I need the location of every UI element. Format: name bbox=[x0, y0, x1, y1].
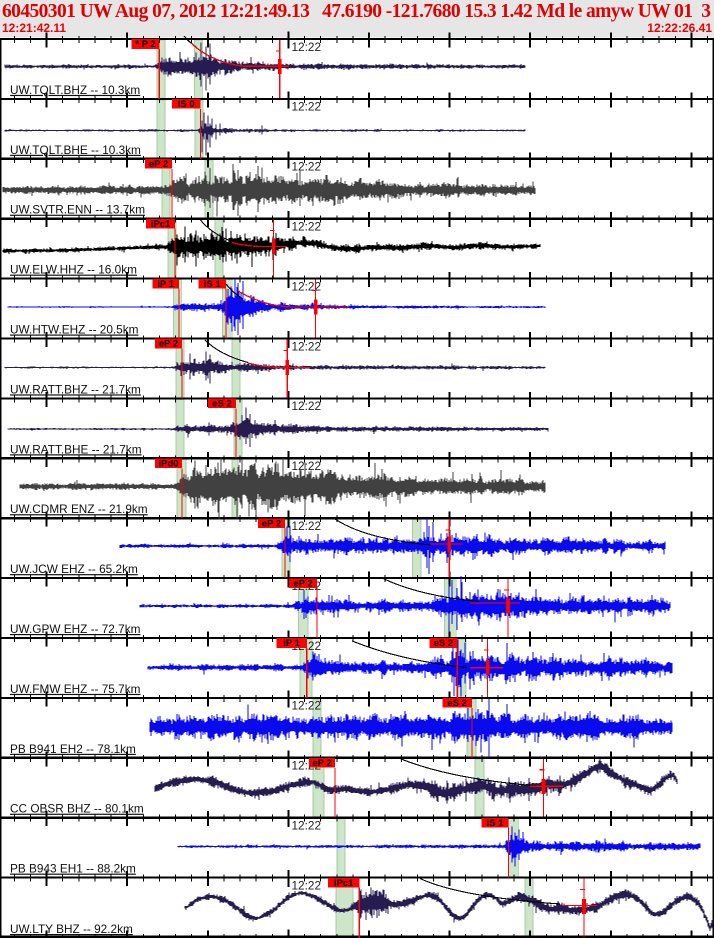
svg-text:* P 2: * P 2 bbox=[135, 39, 155, 50]
svg-text:12:22: 12:22 bbox=[292, 459, 322, 473]
svg-text:12:22: 12:22 bbox=[292, 100, 322, 114]
svg-text:UW.FMW EHZ -- 75.7km: UW.FMW EHZ -- 75.7km bbox=[10, 682, 141, 696]
svg-text:eP 2: eP 2 bbox=[159, 339, 178, 350]
svg-text:PB B941 EH2 -- 78.1km: PB B941 EH2 -- 78.1km bbox=[10, 742, 136, 756]
svg-text:12:22: 12:22 bbox=[292, 878, 322, 892]
svg-text:UW.TQLT.BHE -- 10.3km: UW.TQLT.BHE -- 10.3km bbox=[10, 143, 141, 157]
svg-text:12:22: 12:22 bbox=[292, 819, 322, 833]
svg-text:eP 2: eP 2 bbox=[149, 159, 168, 170]
svg-text:eS 2: eS 2 bbox=[212, 399, 232, 410]
svg-text:UW.TQLT.BHZ -- 10.3km: UW.TQLT.BHZ -- 10.3km bbox=[10, 83, 140, 97]
svg-text:UW.JCW EHZ -- 65.2km: UW.JCW EHZ -- 65.2km bbox=[10, 562, 138, 576]
svg-text:eP 2: eP 2 bbox=[293, 578, 312, 589]
svg-text:UW.RATT.BHZ -- 21.7km: UW.RATT.BHZ -- 21.7km bbox=[10, 382, 141, 396]
svg-text:UW.GPW EHZ -- 72.7km: UW.GPW EHZ -- 72.7km bbox=[10, 622, 141, 636]
svg-text:iPc1: iPc1 bbox=[334, 878, 354, 889]
svg-text:12:22: 12:22 bbox=[292, 160, 322, 174]
svg-text:eS 2: eS 2 bbox=[447, 698, 467, 709]
svg-text:UW.CDMR ENZ -- 21.9km: UW.CDMR ENZ -- 21.9km bbox=[10, 502, 148, 516]
svg-text:UW.RATT.BHE -- 21.7km: UW.RATT.BHE -- 21.7km bbox=[10, 442, 142, 456]
svg-text:UW.LTY BHZ -- 92.2km: UW.LTY BHZ -- 92.2km bbox=[10, 922, 133, 936]
svg-text:UW.HTW.EHZ -- 20.5km: UW.HTW.EHZ -- 20.5km bbox=[10, 323, 139, 337]
svg-text:iS 1: iS 1 bbox=[487, 818, 505, 829]
svg-text:PB B943 EH1 -- 88.2km: PB B943 EH1 -- 88.2km bbox=[10, 862, 136, 876]
svg-text:iPc1: iPc1 bbox=[151, 219, 171, 230]
svg-text:12:22: 12:22 bbox=[292, 339, 322, 353]
svg-text:12:22: 12:22 bbox=[292, 279, 322, 293]
svg-text:iS 0: iS 0 bbox=[178, 99, 195, 110]
svg-text:12:22: 12:22 bbox=[292, 519, 322, 533]
svg-text:eP 2: eP 2 bbox=[262, 518, 281, 529]
svg-text:UW.SVTR.ENN -- 13.7km: UW.SVTR.ENN -- 13.7km bbox=[10, 203, 145, 217]
svg-text:eP 2: eP 2 bbox=[312, 758, 331, 769]
svg-text:3: 3 bbox=[701, 1, 711, 22]
svg-text:iP 1: iP 1 bbox=[283, 638, 300, 649]
svg-text:60450301 UW Aug 07, 2012 12:21: 60450301 UW Aug 07, 2012 12:21:49.13 47.… bbox=[2, 1, 693, 22]
svg-text:eS 2: eS 2 bbox=[434, 638, 454, 649]
svg-text:iS 1: iS 1 bbox=[204, 279, 222, 290]
svg-text:12:21:42.11: 12:21:42.11 bbox=[2, 21, 66, 35]
svg-text:12:22:26.41: 12:22:26.41 bbox=[647, 21, 712, 35]
svg-text:12:22: 12:22 bbox=[292, 40, 322, 54]
svg-text:CC OBSR BHZ -- 80.1km: CC OBSR BHZ -- 80.1km bbox=[10, 802, 144, 816]
svg-text:12:22: 12:22 bbox=[292, 399, 322, 413]
svg-text:12:22: 12:22 bbox=[292, 699, 322, 713]
svg-text:iPd0: iPd0 bbox=[158, 459, 178, 470]
svg-text:iP 1: iP 1 bbox=[157, 279, 174, 290]
svg-text:UW.ELW.HHZ -- 16.0km: UW.ELW.HHZ -- 16.0km bbox=[10, 263, 137, 277]
svg-text:12:22: 12:22 bbox=[292, 220, 322, 234]
